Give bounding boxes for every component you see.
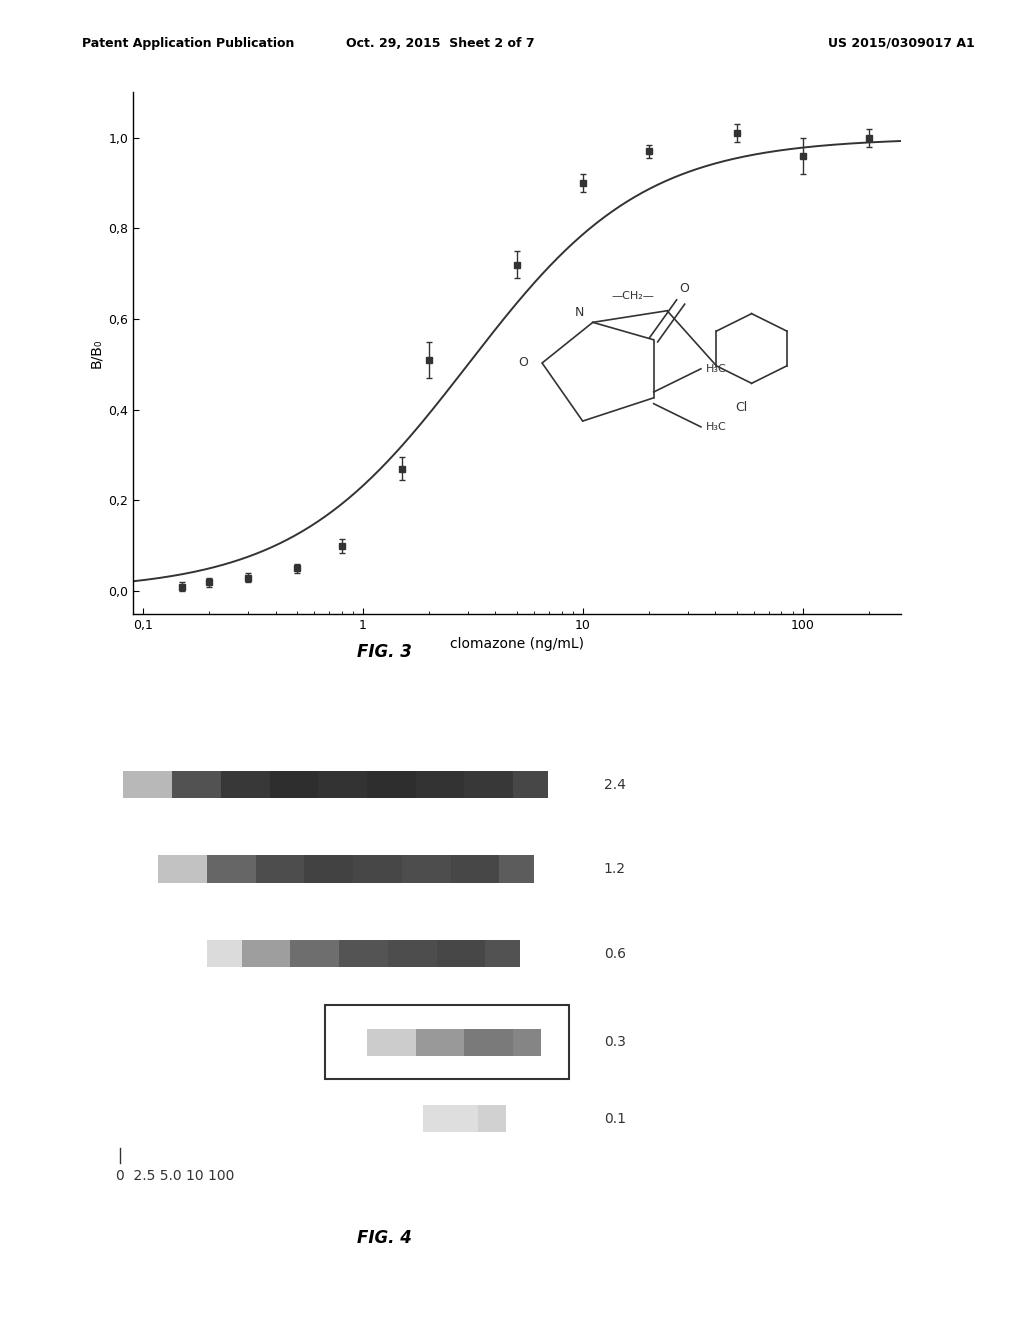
Bar	[367, 771, 416, 799]
Bar	[416, 1028, 465, 1056]
Text: 0.1: 0.1	[604, 1111, 626, 1126]
Text: Oct. 29, 2015  Sheet 2 of 7: Oct. 29, 2015 Sheet 2 of 7	[346, 37, 535, 50]
Text: H₃C: H₃C	[706, 364, 727, 374]
Bar	[367, 1028, 416, 1056]
Bar	[339, 940, 388, 968]
Bar	[465, 1028, 513, 1056]
Bar	[465, 771, 513, 799]
Text: N: N	[574, 306, 584, 318]
Bar	[291, 940, 339, 968]
X-axis label: clomazone (ng/mL): clomazone (ng/mL)	[451, 638, 584, 651]
Bar	[269, 771, 318, 799]
Bar	[256, 855, 304, 883]
Text: 1.2: 1.2	[604, 862, 626, 876]
Bar	[485, 940, 520, 968]
Bar	[436, 940, 485, 968]
Bar	[416, 771, 465, 799]
Bar	[353, 855, 401, 883]
Bar	[513, 771, 548, 799]
Text: 0.6: 0.6	[604, 946, 626, 961]
Text: Patent Application Publication: Patent Application Publication	[82, 37, 294, 50]
Text: FIG. 4: FIG. 4	[356, 1229, 412, 1247]
Bar	[423, 1105, 478, 1133]
Bar	[304, 855, 353, 883]
Bar	[242, 940, 291, 968]
Text: O: O	[518, 356, 528, 370]
Bar	[451, 855, 500, 883]
Text: US 2015/0309017 A1: US 2015/0309017 A1	[827, 37, 975, 50]
Bar	[158, 855, 207, 883]
Text: 0.3: 0.3	[604, 1035, 626, 1049]
Bar	[207, 855, 256, 883]
Text: H₃C: H₃C	[706, 422, 727, 432]
Bar	[172, 771, 221, 799]
Bar	[500, 855, 535, 883]
Bar	[513, 1028, 541, 1056]
Bar	[207, 940, 242, 968]
Bar	[123, 771, 172, 799]
Bar	[478, 1105, 506, 1133]
Bar	[318, 771, 367, 799]
Text: —CH₂—: —CH₂—	[612, 290, 654, 301]
Bar	[388, 940, 436, 968]
Text: 0  2.5 5.0 10 100: 0 2.5 5.0 10 100	[117, 1168, 234, 1183]
Text: O: O	[679, 281, 689, 294]
Text: 2.4: 2.4	[604, 777, 626, 792]
Bar	[221, 771, 269, 799]
Y-axis label: B/B₀: B/B₀	[89, 338, 102, 368]
Text: FIG. 3: FIG. 3	[356, 643, 412, 661]
Text: Cl: Cl	[735, 401, 748, 413]
Bar	[326, 1006, 569, 1080]
Bar	[401, 855, 451, 883]
